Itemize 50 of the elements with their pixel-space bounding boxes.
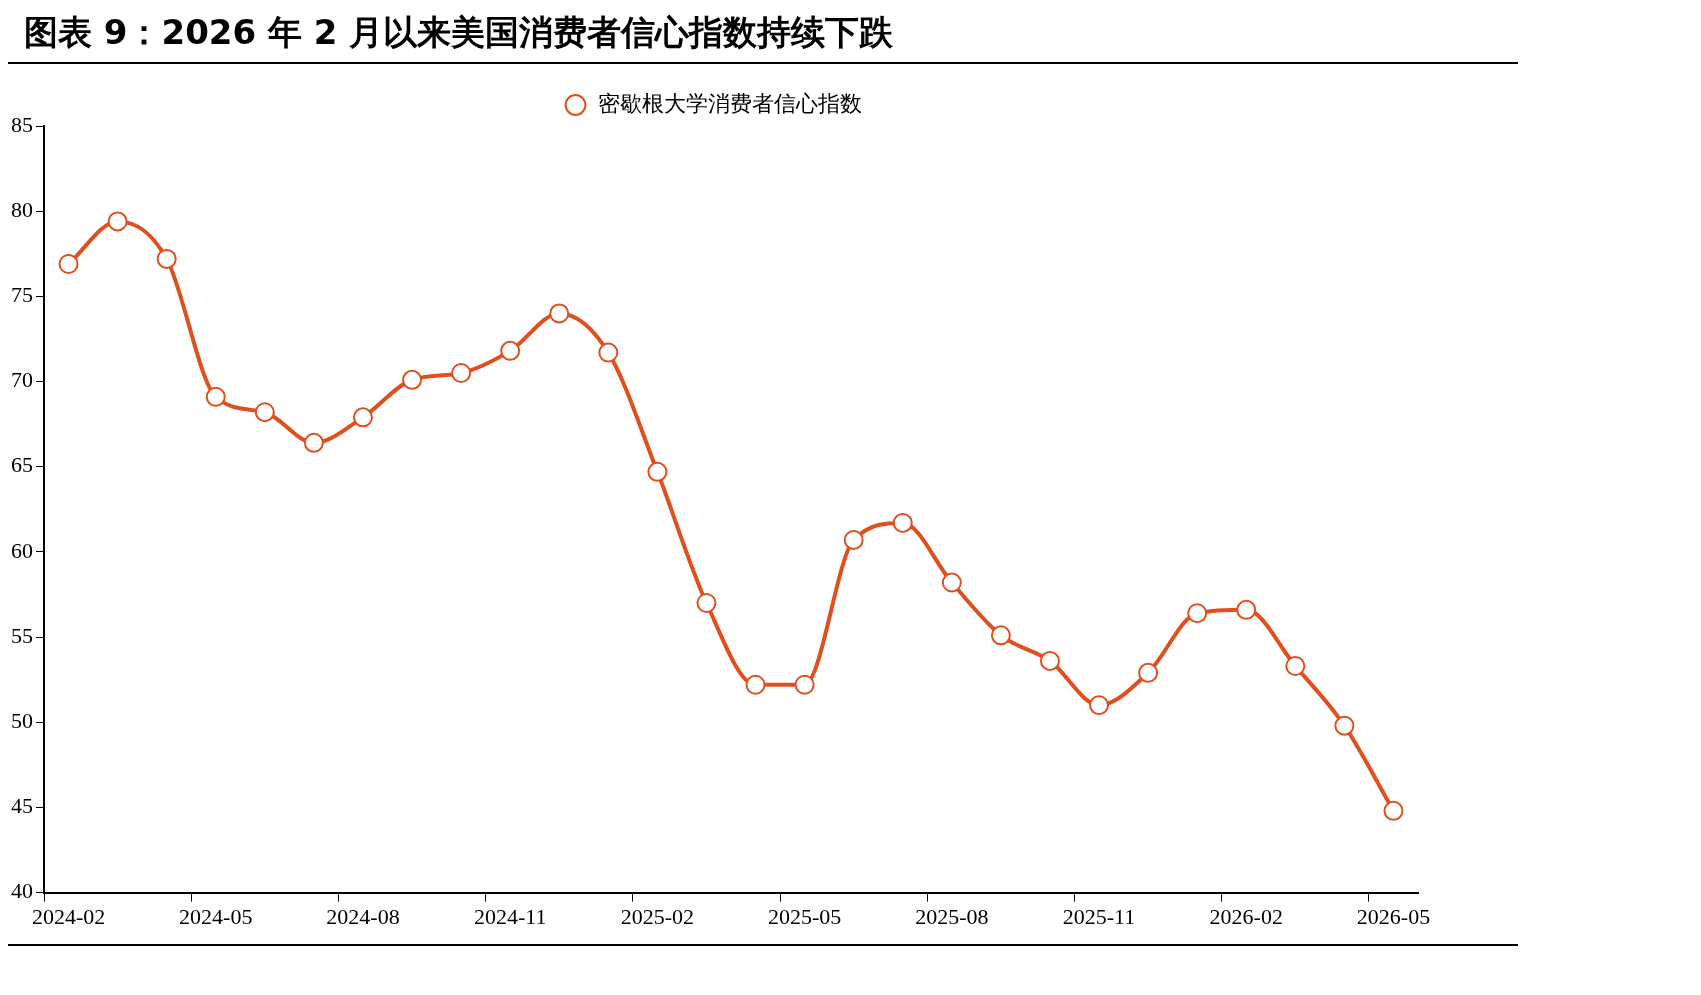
chart-title: 图表 9：2026 年 2 月以来美国消费者信心指数持续下跌 [8,8,1518,64]
legend-label: 密歇根大学消费者信心指数 [597,90,862,116]
point [1138,662,1159,683]
point [647,461,668,482]
point [794,674,815,695]
point [451,363,472,384]
point [843,529,864,550]
x-tick-label: 2026-05 [1356,903,1431,929]
x-tick-label: 2025-02 [620,903,695,929]
point [1236,599,1257,620]
x-tick-label: 2024-08 [326,903,400,929]
point [58,253,79,274]
y-tick-label: 55 [11,622,33,648]
x-tick-label: 2025-11 [1062,903,1136,929]
point [1334,715,1355,736]
point [1089,695,1110,716]
x-tick-label: 2024-02 [31,903,106,929]
point [598,342,619,363]
point [941,572,962,593]
point [303,432,324,453]
point [549,303,570,324]
y-tick-label: 70 [11,367,33,393]
point [1383,800,1404,821]
point [1187,603,1208,624]
point [1285,656,1306,677]
point [205,386,226,407]
x-tick-label: 2026-02 [1209,903,1283,929]
point [892,512,913,533]
point [352,407,373,428]
point [107,211,128,232]
y-tick-label: 85 [11,111,33,137]
x-tick-label: 2024-05 [179,903,253,929]
y-tick-label: 75 [11,282,33,308]
point [500,340,521,361]
y-tick-label: 40 [11,878,33,904]
y-tick-label: 50 [11,708,33,734]
x-tick-label: 2024-11 [473,903,547,929]
x-tick-label: 2025-05 [767,903,842,929]
point [696,593,717,613]
point [254,402,275,423]
point [402,369,423,390]
point [156,248,177,269]
y-tick-label: 65 [11,452,33,478]
point [745,674,766,695]
y-tick-label: 80 [11,196,33,222]
point [990,625,1011,646]
point [1039,650,1060,671]
x-tick-label: 2025-08 [915,903,989,929]
y-tick-label: 60 [11,537,33,563]
y-tick-label: 45 [11,793,33,819]
